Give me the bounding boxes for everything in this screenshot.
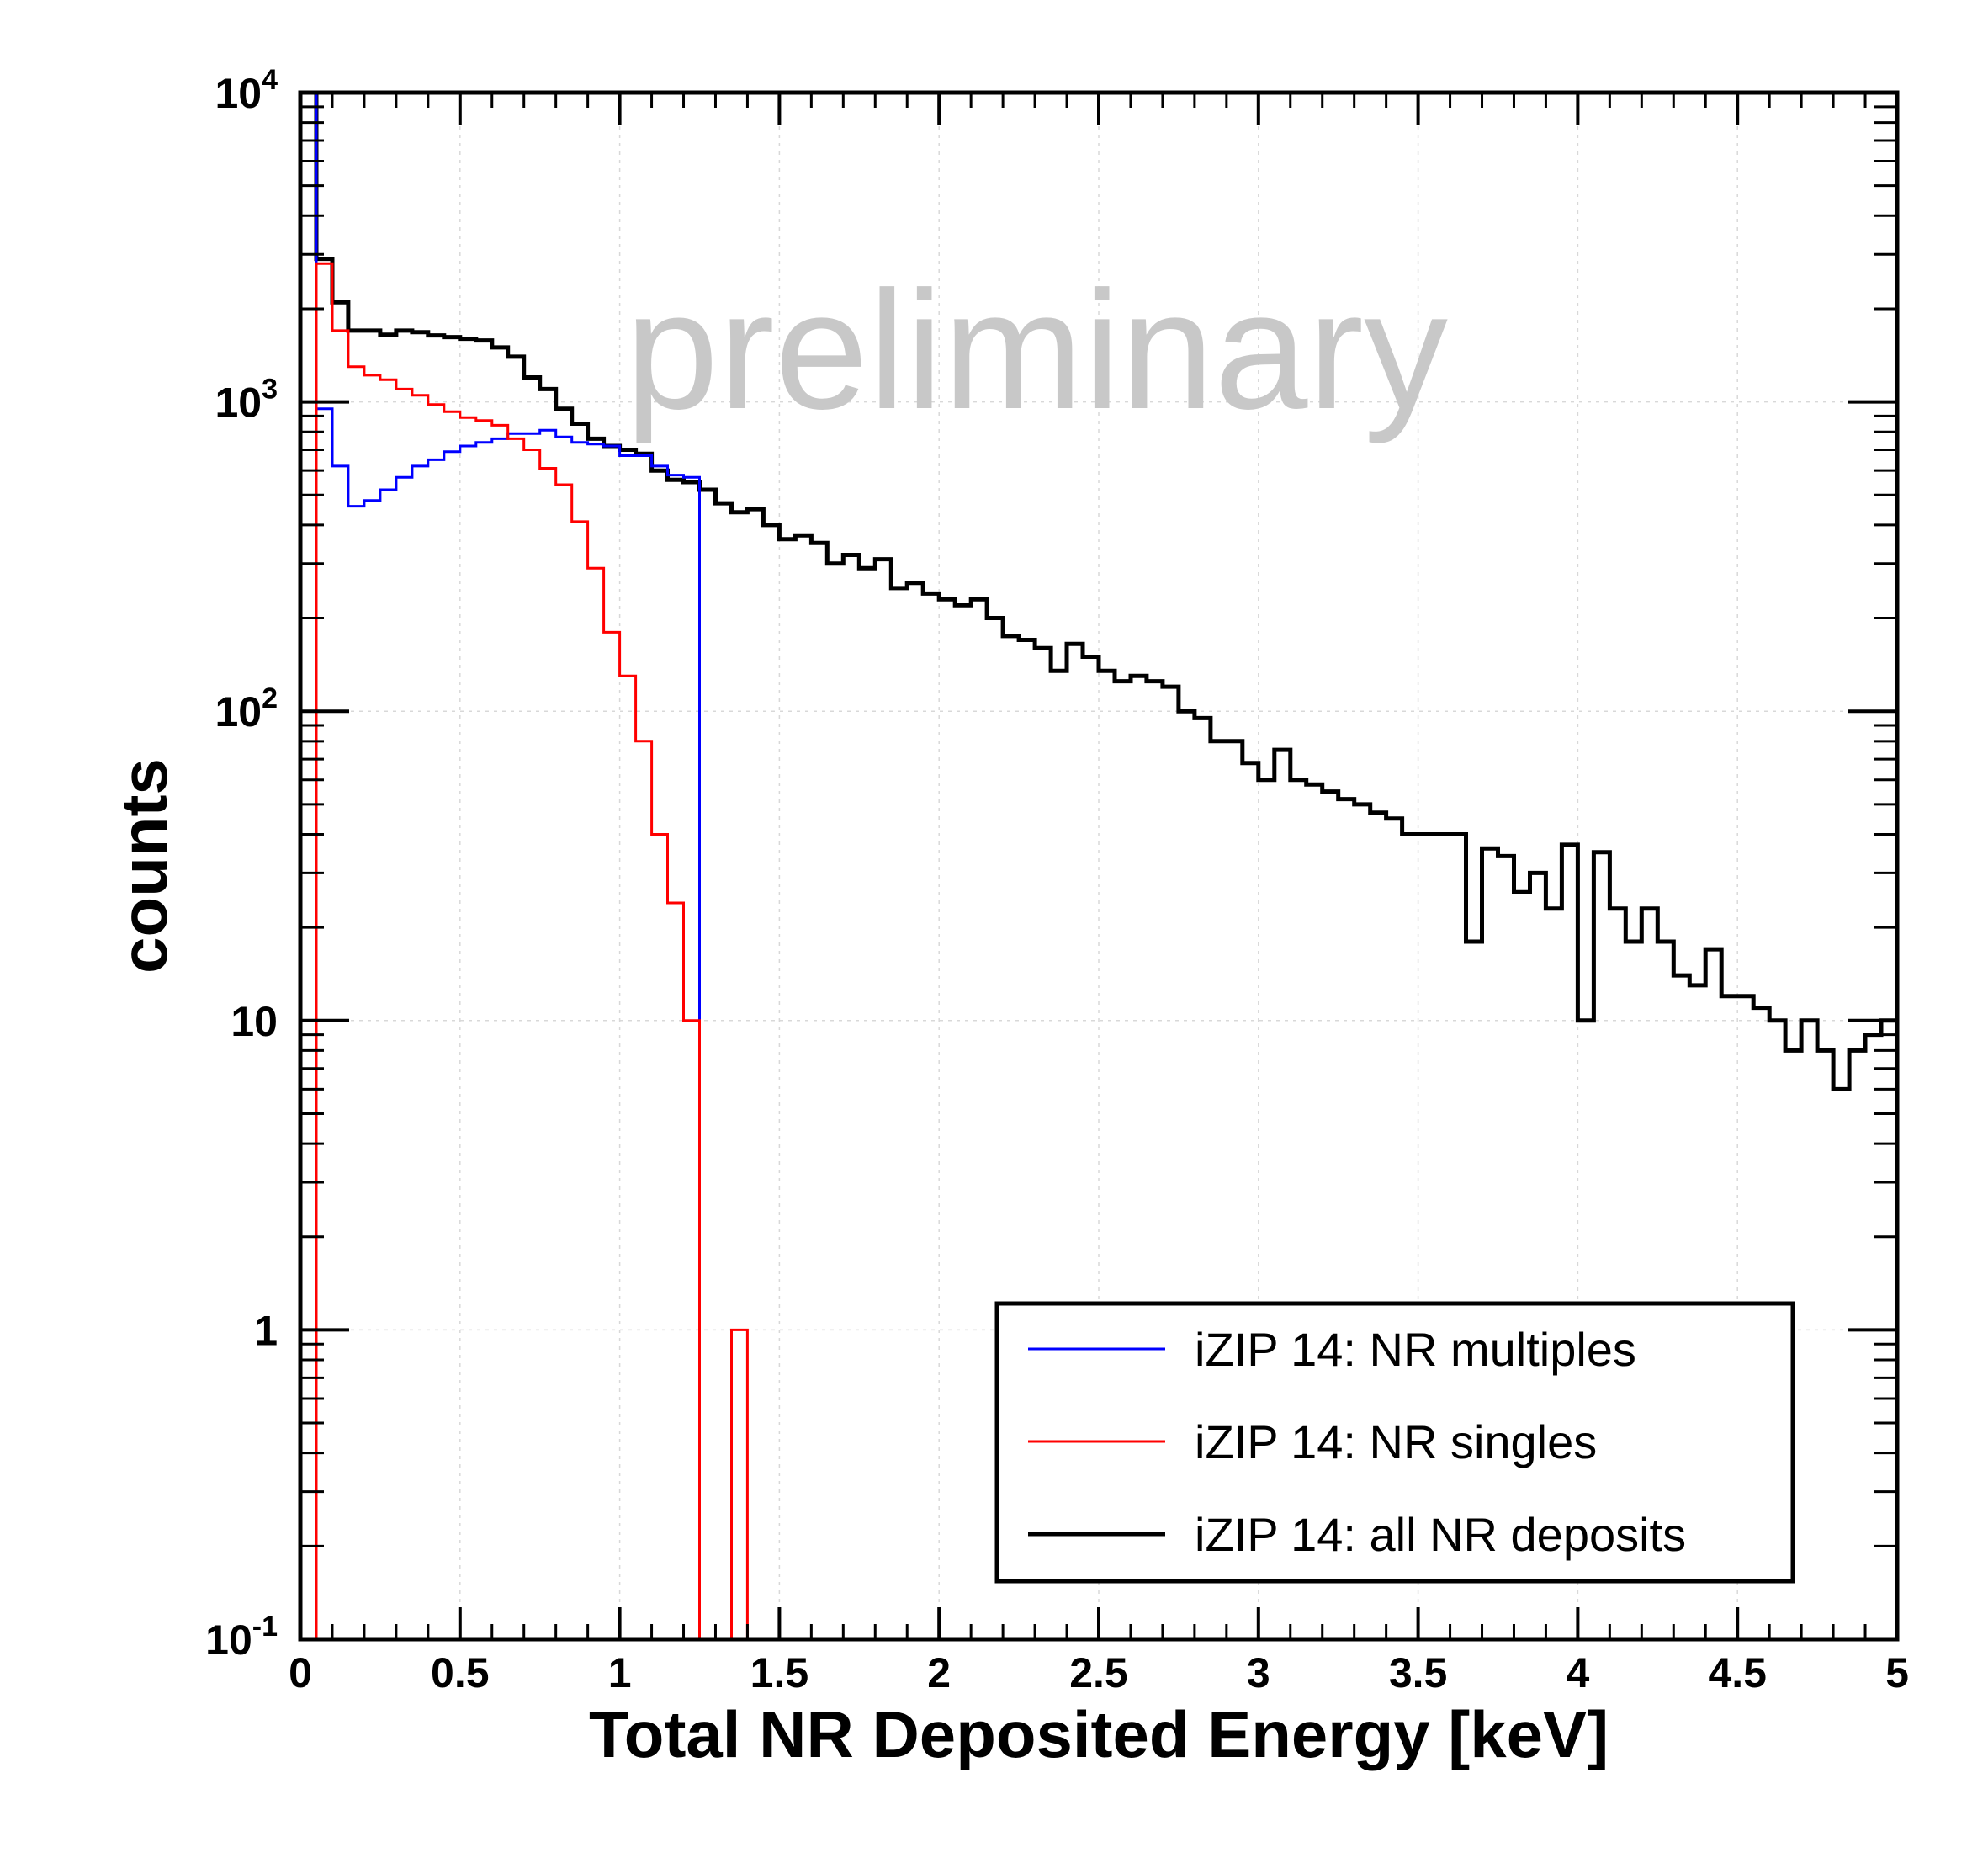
- y-tick-base: 10: [205, 1616, 252, 1664]
- series-line-0: [299, 91, 701, 1639]
- y-tick-label: 10: [231, 998, 278, 1045]
- legend-label-singles: iZIP 14: NR singles: [1195, 1415, 1597, 1468]
- x-tick-label: 0: [289, 1649, 312, 1696]
- x-tick-labels: 0 0.5 1 1.5 2 2.5 3 3.5 4 4.5 5: [289, 1649, 1909, 1696]
- y-tick-base: 10: [231, 998, 278, 1045]
- x-tick-label: 3: [1247, 1649, 1270, 1696]
- series-layer: [298, 90, 1900, 1641]
- x-tick-label: 3.5: [1389, 1649, 1448, 1696]
- x-tick-label: 1: [608, 1649, 632, 1696]
- legend: iZIP 14: NR multiples iZIP 14: NR single…: [994, 1301, 1795, 1584]
- x-axis-title: Total NR Deposited Energy [keV]: [589, 1697, 1609, 1771]
- x-tick-label: 2: [927, 1649, 951, 1696]
- y-tick-label: 10-1: [205, 1611, 278, 1664]
- legend-label-all: iZIP 14: all NR deposits: [1195, 1508, 1686, 1561]
- y-tick-label: 104: [215, 64, 278, 117]
- y-tick-label: 102: [215, 682, 278, 735]
- series-line-1: [300, 262, 780, 1641]
- series-line-2: [298, 90, 1900, 1639]
- y-tick-base: 10: [215, 380, 262, 427]
- y-tick-exponent: -1: [252, 1611, 278, 1643]
- x-tick-label: 2.5: [1069, 1649, 1128, 1696]
- watermark-text: preliminary: [625, 257, 1448, 444]
- y-tick-label: 103: [215, 374, 278, 427]
- y-tick-exponent: 4: [262, 64, 278, 96]
- x-tick-label: 0.5: [431, 1649, 490, 1696]
- y-axis-title: counts: [107, 758, 181, 974]
- axis-ticks: [299, 91, 1899, 1641]
- y-tick-base: 10: [215, 70, 262, 117]
- y-tick-base: 10: [215, 688, 262, 735]
- y-tick-label: 1: [254, 1307, 278, 1354]
- x-tick-label: 4.5: [1708, 1649, 1767, 1696]
- y-tick-exponent: 2: [262, 682, 278, 714]
- y-tick-exponent: 3: [262, 374, 278, 406]
- x-tick-label: 1.5: [750, 1649, 809, 1696]
- x-tick-label: 5: [1885, 1649, 1909, 1696]
- x-tick-label: 4: [1566, 1649, 1589, 1696]
- y-tick-base: 1: [254, 1307, 278, 1354]
- legend-label-multiples: iZIP 14: NR multiples: [1195, 1323, 1636, 1376]
